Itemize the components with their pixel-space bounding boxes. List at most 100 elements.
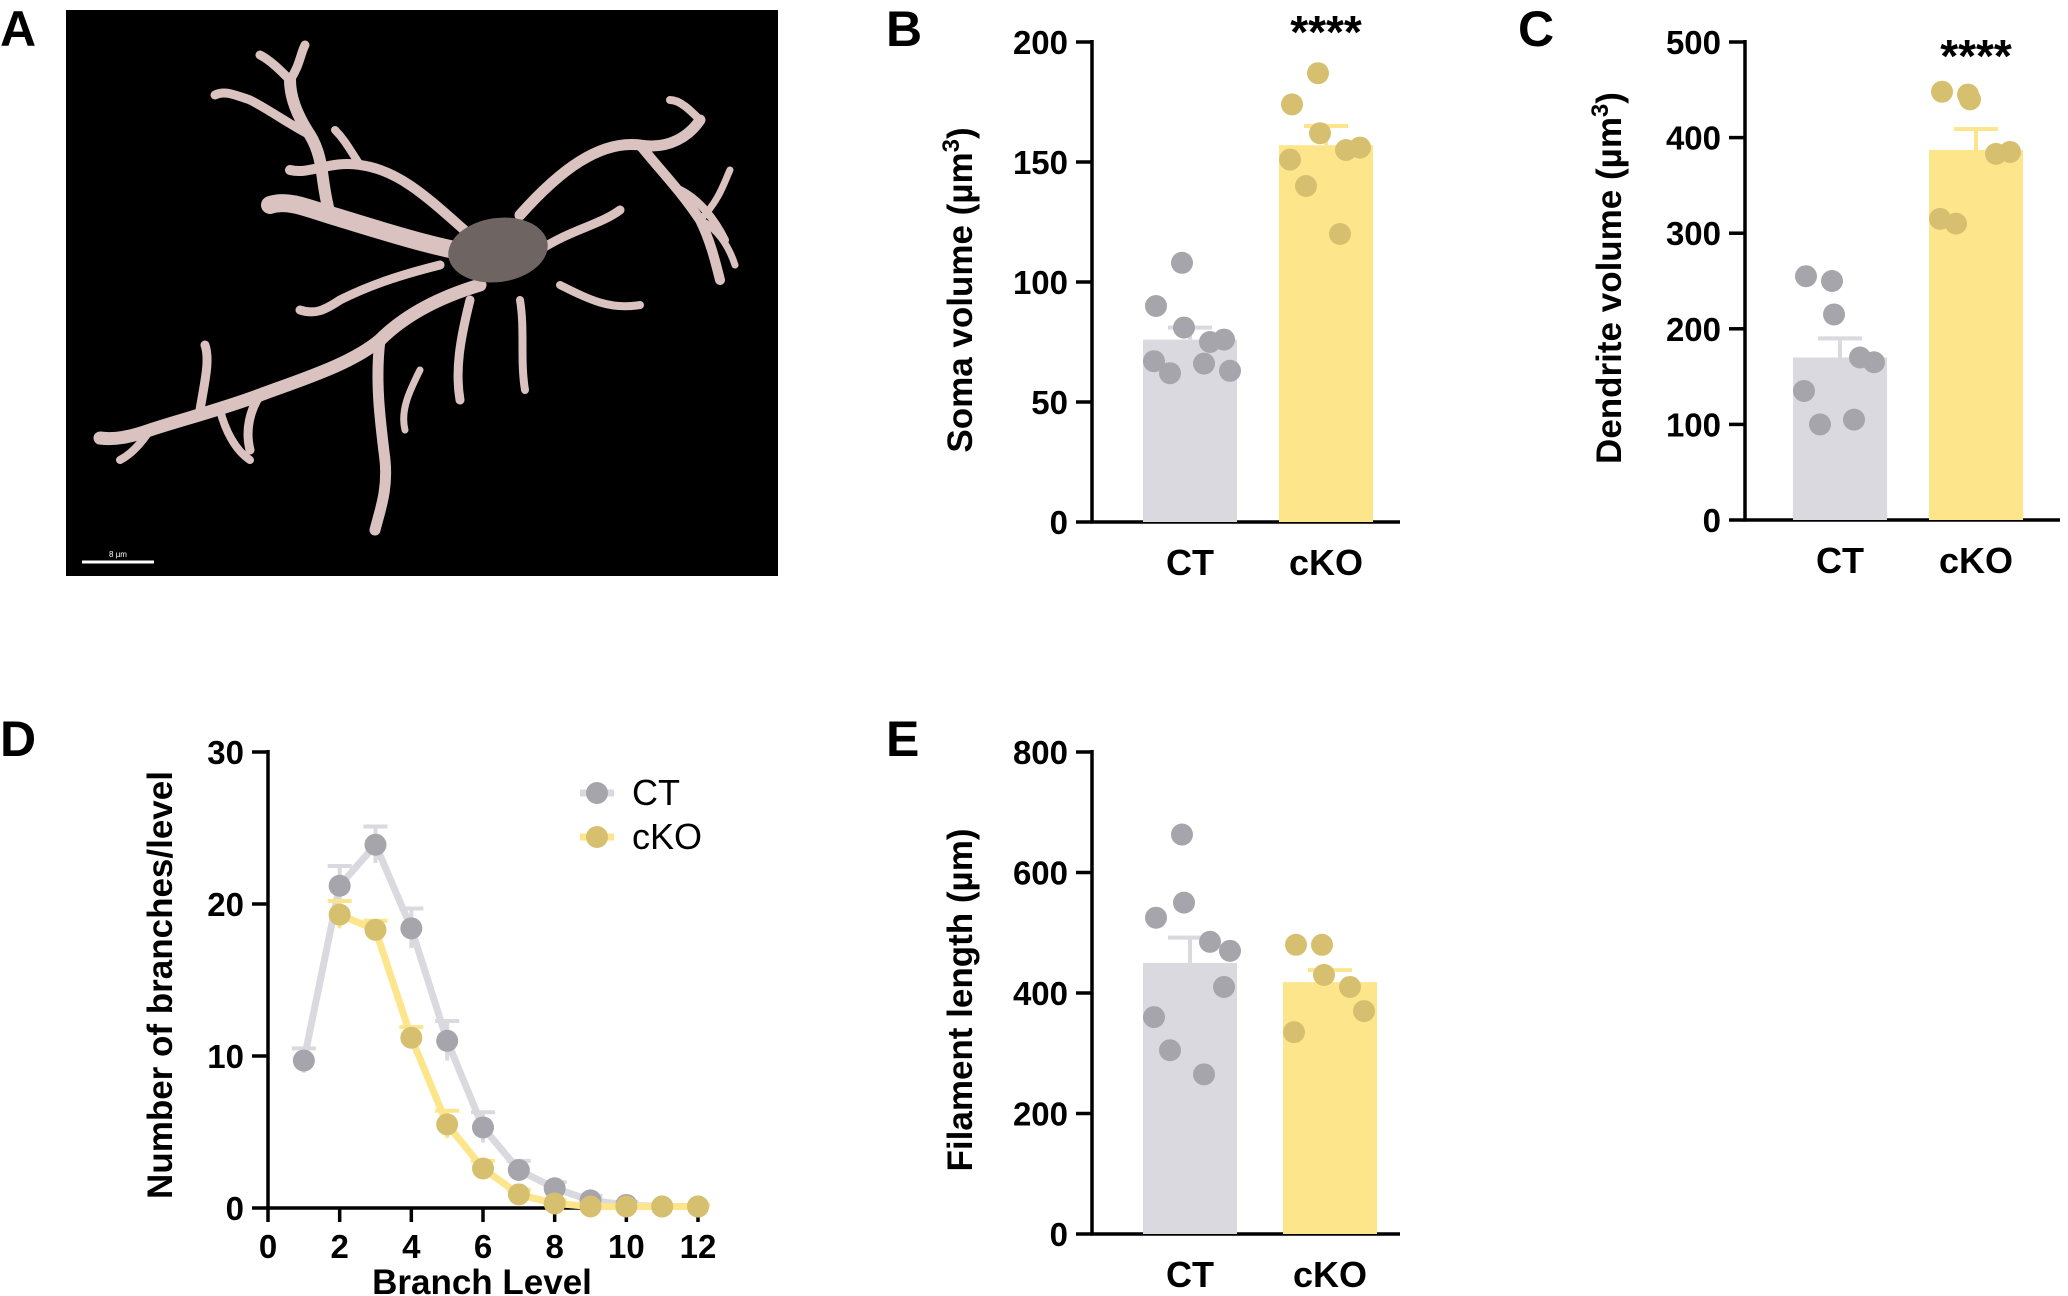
data-point-ct xyxy=(1171,823,1193,846)
y-tick-label: 600 xyxy=(1013,855,1068,892)
data-point-cko xyxy=(1279,148,1301,171)
data-point-ct xyxy=(1173,891,1195,914)
data-point-ct xyxy=(1795,265,1817,288)
y-tick-label: 400 xyxy=(1666,120,1721,157)
panel-label-c: C xyxy=(1518,1,1554,57)
x-tick-label: 4 xyxy=(402,1228,421,1265)
y-tick-label: 200 xyxy=(1013,1096,1068,1133)
data-point-cko xyxy=(1931,80,1953,103)
y-tick-label: 100 xyxy=(1013,264,1068,301)
significance-marker: **** xyxy=(1940,30,2012,82)
data-point-cko xyxy=(1339,975,1361,998)
y-tick-label: 30 xyxy=(207,734,244,771)
data-point-cko xyxy=(1295,175,1317,197)
scale-bar-label: 8 µm xyxy=(109,550,127,559)
data-point-ct xyxy=(1863,351,1885,374)
microscopy-image-panel: 8 µm xyxy=(66,10,778,576)
bar-ct xyxy=(1143,962,1237,1234)
category-label-cko: cKO xyxy=(1939,540,2013,581)
data-point-ct xyxy=(1145,295,1167,317)
y-tick-label: 400 xyxy=(1013,975,1068,1012)
branch-xlabel: Branch Level xyxy=(372,1263,592,1296)
image-background xyxy=(66,10,778,576)
y-tick-label: 0 xyxy=(226,1190,244,1227)
x-tick-label: 8 xyxy=(545,1228,563,1265)
x-tick-label: 6 xyxy=(474,1228,492,1265)
legend-marker-ct xyxy=(586,782,608,804)
significance-marker: **** xyxy=(1290,6,1362,58)
data-point-ct xyxy=(1159,1039,1181,1062)
filament-length-chart: 0 200 400 600 800 CT cKO Filament length (µm) xyxy=(941,734,1400,1295)
data-point-ct xyxy=(400,917,423,940)
data-point-ct xyxy=(472,1116,494,1139)
data-point-cko xyxy=(1311,933,1333,956)
soma-volume-ylabel: Soma volume (µm3) xyxy=(938,127,981,452)
data-point-cko xyxy=(615,1195,638,1218)
y-tick-label: 800 xyxy=(1013,734,1068,771)
legend-label-ct: CT xyxy=(632,772,680,813)
data-point-ct xyxy=(1821,270,1843,292)
category-label-ct: CT xyxy=(1816,540,1864,581)
data-point-ct xyxy=(1143,1006,1165,1029)
branch-ylabel: Number of branches/level xyxy=(141,771,180,1199)
panel-label-b: B xyxy=(886,1,922,57)
y-tick-label: 200 xyxy=(1666,311,1721,348)
bar-cko xyxy=(1929,150,2023,520)
data-point-cko xyxy=(436,1113,459,1136)
dendrite-volume-axes: 0 100 200 300 400 500 CT cKO **** xyxy=(1666,24,2060,581)
data-point-cko xyxy=(543,1192,566,1215)
data-point-ct xyxy=(1173,316,1195,339)
series-line-ct xyxy=(300,841,698,1210)
data-point-ct xyxy=(1199,930,1221,953)
y-tick-label: 0 xyxy=(1703,502,1721,539)
panel-label-e: E xyxy=(886,711,919,767)
data-point-ct xyxy=(507,1159,530,1181)
data-point-ct xyxy=(1193,352,1215,375)
filament-length-ylabel: Filament length (µm) xyxy=(941,829,980,1172)
data-point-ct xyxy=(1143,350,1165,373)
y-tick-label: 10 xyxy=(207,1038,244,1075)
data-point-cko xyxy=(1999,140,2021,163)
data-point-ct xyxy=(543,1177,566,1200)
x-tick-label: 12 xyxy=(680,1228,717,1265)
data-point-ct xyxy=(1809,413,1831,436)
data-point-cko xyxy=(1959,88,1981,111)
data-point-cko xyxy=(1353,1000,1375,1023)
y-tick-label: 300 xyxy=(1666,215,1721,252)
category-label-ct: CT xyxy=(1166,1254,1214,1295)
panel-label-a: A xyxy=(0,1,36,57)
y-tick-label: 50 xyxy=(1031,384,1068,421)
data-point-cko xyxy=(1283,1021,1305,1044)
y-tick-label: 100 xyxy=(1666,406,1721,443)
data-point-cko xyxy=(579,1195,602,1218)
data-point-ct xyxy=(1171,251,1193,274)
x-tick-label: 2 xyxy=(330,1228,348,1265)
data-point-ct xyxy=(1219,359,1241,382)
panel-label-d: D xyxy=(0,711,36,767)
data-point-cko xyxy=(364,918,387,941)
data-point-ct xyxy=(364,833,387,856)
soma-volume-chart: 0 50 100 150 200 CT cKO **** Soma volume (µm3) xyxy=(938,6,1400,583)
data-point-cko xyxy=(472,1157,494,1180)
data-point-cko xyxy=(1945,212,1967,235)
data-point-cko xyxy=(1281,93,1303,116)
cell-rendering-icon xyxy=(93,40,739,536)
data-point-cko xyxy=(1313,963,1335,986)
legend-marker-cko xyxy=(586,826,608,848)
y-tick-label: 0 xyxy=(1050,504,1068,541)
x-tick-label: 10 xyxy=(608,1228,645,1265)
category-label-ct: CT xyxy=(1166,542,1214,583)
dendrite-volume-chart: 0 100 200 300 400 500 CT cKO **** Dendrite volum… xyxy=(1587,24,2060,581)
data-point-cko xyxy=(687,1195,709,1218)
data-point-ct xyxy=(1793,379,1815,402)
data-point-cko xyxy=(400,1026,423,1049)
data-point-ct xyxy=(436,1029,459,1052)
soma-icon xyxy=(448,217,548,283)
dendrite-volume-ylabel: Dendrite volume (µm3) xyxy=(1587,92,1630,464)
data-point-ct xyxy=(1213,328,1235,351)
category-label-cko: cKO xyxy=(1289,542,1363,583)
data-point-cko xyxy=(507,1183,530,1206)
y-tick-label: 150 xyxy=(1013,144,1068,181)
data-point-cko xyxy=(1309,122,1331,145)
